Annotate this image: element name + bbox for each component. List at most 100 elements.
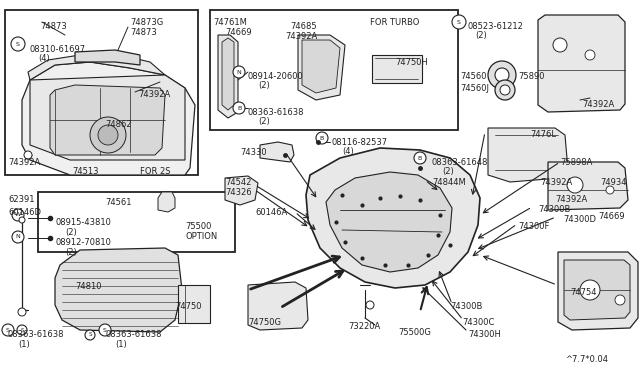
Text: S: S xyxy=(16,42,20,46)
Text: 74862: 74862 xyxy=(105,120,132,129)
Text: 08914-20600: 08914-20600 xyxy=(248,72,304,81)
Circle shape xyxy=(12,209,24,221)
Text: B: B xyxy=(418,155,422,160)
Text: 08310-61697: 08310-61697 xyxy=(30,45,86,54)
Text: 08523-61212: 08523-61212 xyxy=(468,22,524,31)
Text: 74873: 74873 xyxy=(130,28,157,37)
Polygon shape xyxy=(75,50,140,65)
Text: 08363-61638: 08363-61638 xyxy=(105,330,161,339)
Text: 74844M: 74844M xyxy=(432,178,466,187)
Text: 74669: 74669 xyxy=(225,28,252,37)
Text: ^7.7*0.04: ^7.7*0.04 xyxy=(565,355,608,364)
Circle shape xyxy=(495,80,515,100)
Text: 60146A: 60146A xyxy=(255,208,287,217)
Text: 73220A: 73220A xyxy=(348,322,380,331)
Text: 08363-61638: 08363-61638 xyxy=(8,330,65,339)
Circle shape xyxy=(11,37,25,51)
Text: 74761M: 74761M xyxy=(213,18,247,27)
Text: B: B xyxy=(237,106,241,110)
Text: FOR TURBO: FOR TURBO xyxy=(370,18,419,27)
Text: 74392A: 74392A xyxy=(582,100,614,109)
Text: 74300B: 74300B xyxy=(450,302,483,311)
Text: 08912-70810: 08912-70810 xyxy=(55,238,111,247)
Text: S: S xyxy=(20,327,24,333)
Polygon shape xyxy=(488,128,568,182)
Text: 74300D: 74300D xyxy=(563,215,596,224)
Bar xyxy=(5,10,198,175)
Polygon shape xyxy=(558,252,638,330)
Bar xyxy=(38,192,235,252)
Circle shape xyxy=(500,85,510,95)
Text: 74750H: 74750H xyxy=(395,58,428,67)
Text: 74392A: 74392A xyxy=(8,158,40,167)
Text: 75500: 75500 xyxy=(185,222,211,231)
Polygon shape xyxy=(50,85,165,155)
Text: 74810: 74810 xyxy=(75,282,102,291)
Text: S: S xyxy=(88,333,92,337)
Text: 7476L: 7476L xyxy=(530,130,556,139)
Text: (2): (2) xyxy=(258,81,269,90)
Circle shape xyxy=(452,15,466,29)
Text: (1): (1) xyxy=(18,340,29,349)
Text: 74754: 74754 xyxy=(570,288,596,297)
Circle shape xyxy=(580,280,600,300)
Text: (2): (2) xyxy=(65,228,77,237)
Polygon shape xyxy=(306,148,480,288)
Circle shape xyxy=(233,102,245,114)
Circle shape xyxy=(2,324,14,336)
Polygon shape xyxy=(30,75,185,160)
Polygon shape xyxy=(248,282,308,330)
Text: S: S xyxy=(457,19,461,25)
Circle shape xyxy=(585,50,595,60)
Text: 74542: 74542 xyxy=(225,178,252,187)
Text: 74560: 74560 xyxy=(460,72,486,81)
Polygon shape xyxy=(55,248,182,332)
Text: OPTION: OPTION xyxy=(185,232,217,241)
Text: 74300F: 74300F xyxy=(518,222,549,231)
Text: N: N xyxy=(15,234,20,240)
Circle shape xyxy=(12,231,24,243)
Text: 75898A: 75898A xyxy=(560,158,593,167)
Text: 74300C: 74300C xyxy=(462,318,494,327)
Text: 74750G: 74750G xyxy=(248,318,281,327)
Text: 74392A: 74392A xyxy=(555,195,588,204)
Text: 08363-61648: 08363-61648 xyxy=(432,158,488,167)
Circle shape xyxy=(99,324,111,336)
Text: 08915-43810: 08915-43810 xyxy=(55,218,111,227)
Text: 75500G: 75500G xyxy=(398,328,431,337)
Circle shape xyxy=(18,308,26,316)
Circle shape xyxy=(495,68,509,82)
Text: 74561: 74561 xyxy=(105,198,131,207)
Polygon shape xyxy=(326,172,452,272)
Circle shape xyxy=(17,325,27,335)
Polygon shape xyxy=(298,35,345,100)
Circle shape xyxy=(567,177,583,193)
Polygon shape xyxy=(28,55,165,80)
Circle shape xyxy=(366,301,374,309)
Circle shape xyxy=(316,132,328,144)
Circle shape xyxy=(85,330,95,340)
Polygon shape xyxy=(225,176,258,205)
Polygon shape xyxy=(420,168,458,192)
Circle shape xyxy=(414,152,426,164)
Text: (2): (2) xyxy=(65,248,77,257)
Text: 08116-82537: 08116-82537 xyxy=(332,138,388,147)
Text: 74392A: 74392A xyxy=(285,32,317,41)
Text: 74669: 74669 xyxy=(598,212,625,221)
Bar xyxy=(178,285,210,323)
Polygon shape xyxy=(22,62,195,175)
Text: 62391: 62391 xyxy=(8,195,35,204)
Polygon shape xyxy=(548,162,628,210)
Bar xyxy=(210,10,458,130)
Text: FOR 2S: FOR 2S xyxy=(140,167,170,176)
Text: 74685: 74685 xyxy=(290,22,317,31)
Circle shape xyxy=(233,66,245,78)
Polygon shape xyxy=(260,142,294,162)
Polygon shape xyxy=(218,35,238,118)
Circle shape xyxy=(90,117,126,153)
Polygon shape xyxy=(564,260,630,320)
Text: B: B xyxy=(320,135,324,141)
Text: N: N xyxy=(237,70,241,74)
Text: (4): (4) xyxy=(38,54,50,63)
Polygon shape xyxy=(302,40,340,93)
